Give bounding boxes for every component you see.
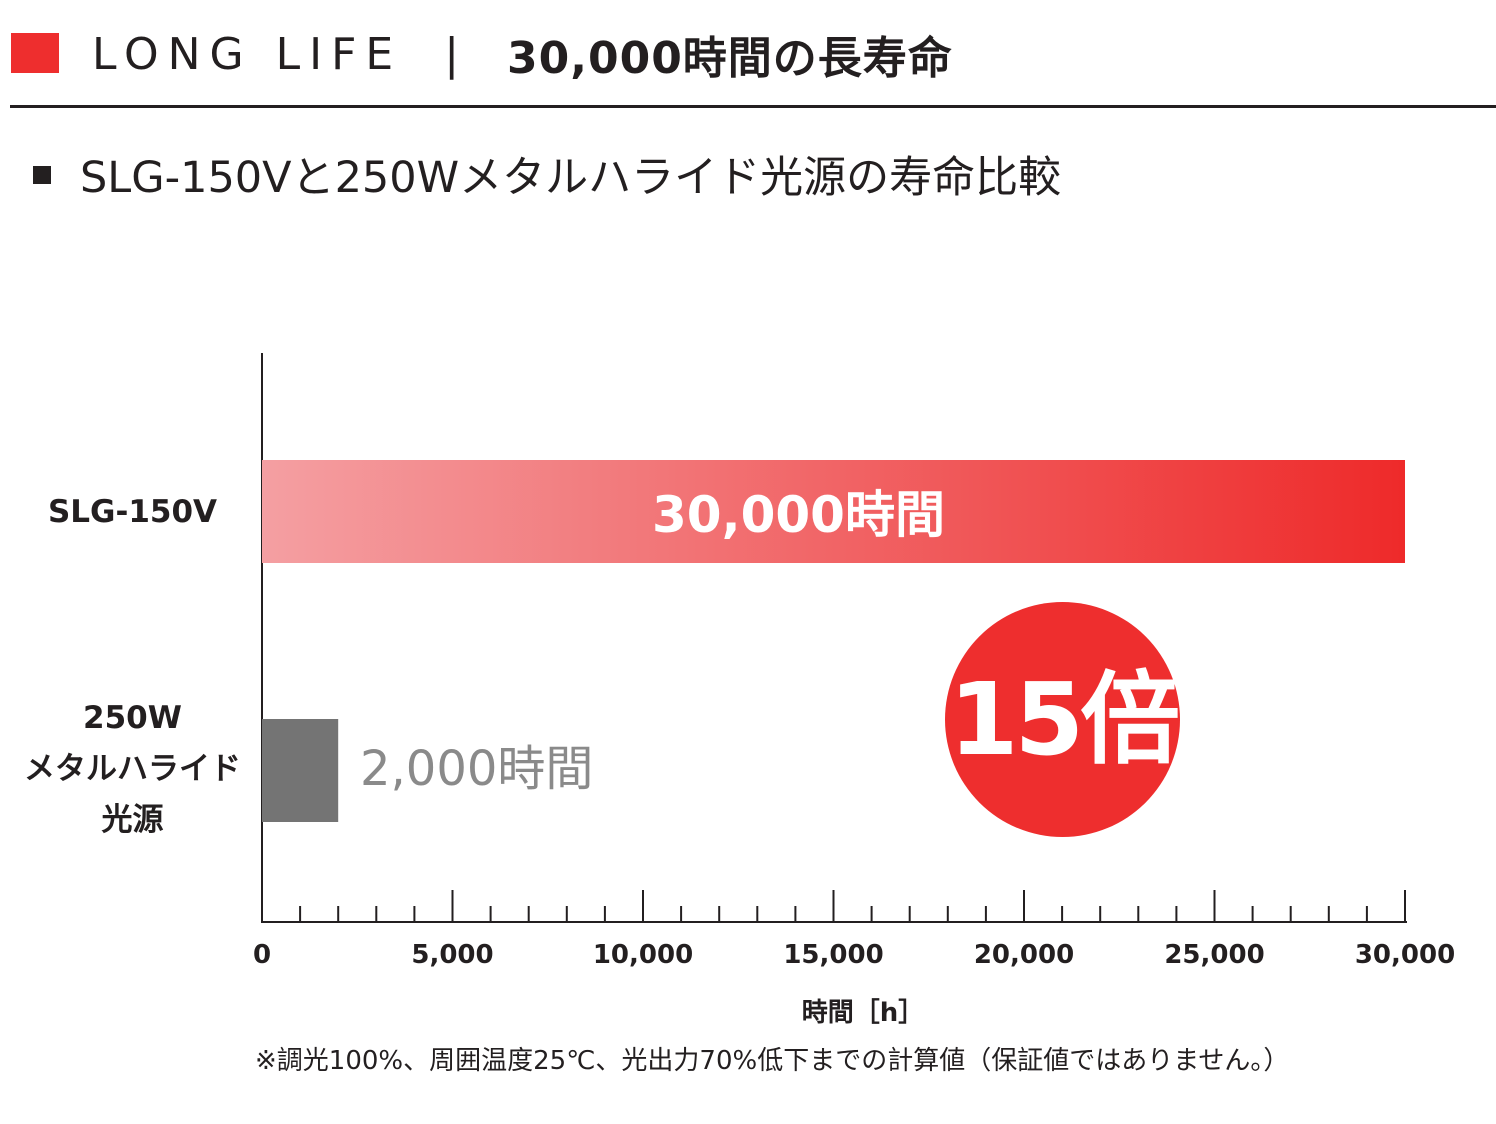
category-label-line: SLG-150V bbox=[47, 494, 218, 530]
multiplier-badge-text: 15倍 bbox=[948, 660, 1180, 778]
chart-subtitle: SLG-150Vと250Wメタルハライド光源の寿命比較 bbox=[80, 153, 1062, 203]
x-tick-label: 5,000 bbox=[411, 940, 494, 970]
x-tick-label: 20,000 bbox=[973, 940, 1075, 970]
page-title: LONG LIFE | 30,000時間の長寿命 bbox=[92, 28, 953, 85]
title-english: LONG LIFE bbox=[92, 28, 403, 80]
x-tick-label: 15,000 bbox=[783, 940, 884, 970]
category-label-line: 光源 bbox=[101, 802, 164, 838]
header-divider bbox=[10, 105, 1496, 108]
x-axis-title: 時間［h］ bbox=[801, 998, 925, 1028]
multiplier-badge: 15倍 bbox=[945, 602, 1180, 837]
category-label-slg150v: SLG-150V bbox=[40, 487, 225, 538]
bar-metal-halide bbox=[262, 719, 339, 822]
x-tick-label: 10,000 bbox=[592, 940, 694, 970]
x-tick-label: 0 bbox=[252, 940, 272, 970]
bars bbox=[262, 460, 1405, 822]
bar-data-label: 2,000時間 bbox=[360, 741, 594, 797]
x-axis-ticks bbox=[299, 890, 1406, 922]
category-label-metal-halide: 250W メタルハライド 光源 bbox=[5, 693, 260, 846]
x-tick-label: 30,000 bbox=[1354, 940, 1456, 970]
subtitle-bullet-icon bbox=[33, 166, 51, 184]
header-accent-square bbox=[11, 33, 59, 73]
footnote: ※調光100%、周囲温度25℃、光出力70%低下までの計算値（保証値ではありませ… bbox=[255, 1046, 1290, 1076]
category-label-line: メタルハライド bbox=[24, 751, 241, 787]
title-japanese: 30,000時間の長寿命 bbox=[507, 33, 953, 84]
x-tick-label: 25,000 bbox=[1164, 940, 1265, 970]
bar-slg150v bbox=[262, 460, 1405, 563]
title-separator: | bbox=[444, 28, 460, 80]
bar-data-label: 30,000時間 bbox=[652, 486, 945, 544]
category-label-line: 250W bbox=[83, 700, 182, 736]
